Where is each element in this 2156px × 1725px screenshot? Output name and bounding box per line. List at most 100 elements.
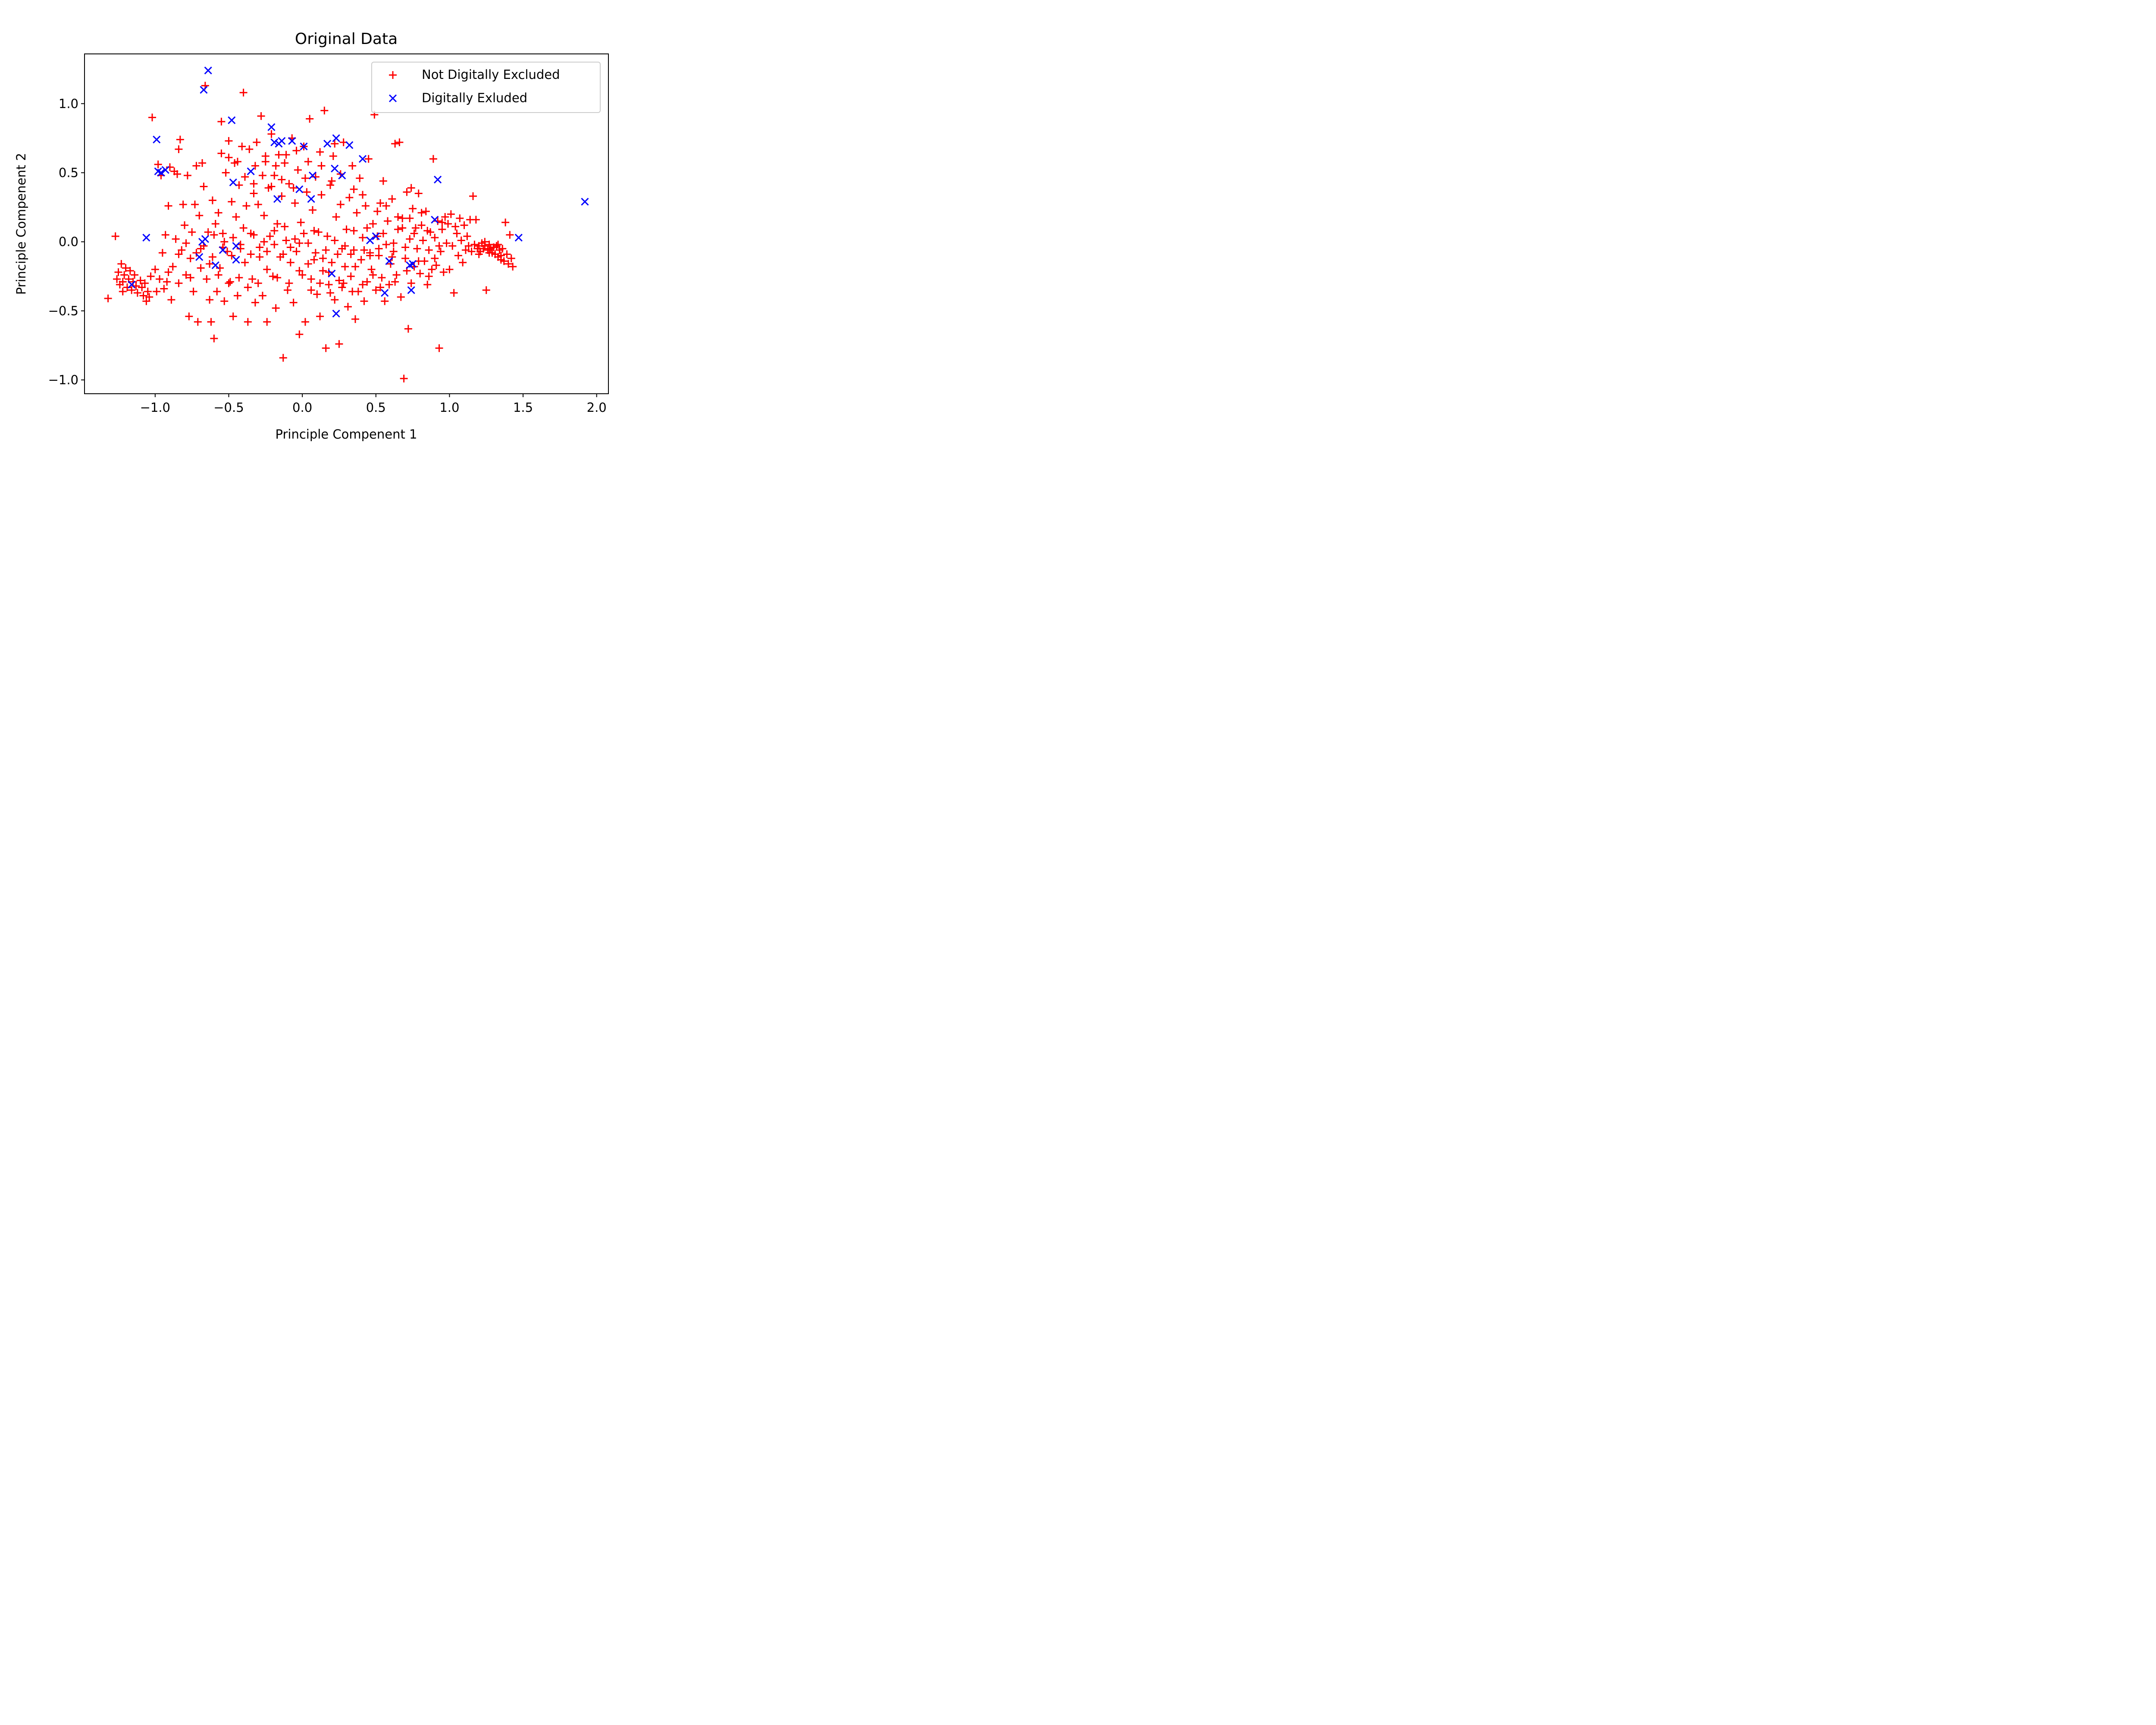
data-point-digitally-exluded (345, 141, 354, 149)
data-point-not-digitally-excluded (210, 231, 218, 239)
data-point-not-digitally-excluded (382, 241, 390, 249)
data-point-digitally-exluded (331, 164, 339, 172)
data-point-not-digitally-excluded (331, 296, 339, 304)
data-point-not-digitally-excluded (247, 250, 255, 258)
data-point-not-digitally-excluded (123, 283, 131, 292)
data-point-not-digitally-excluded (375, 251, 383, 260)
data-point-not-digitally-excluded (409, 204, 417, 213)
data-point-not-digitally-excluded (225, 137, 233, 145)
data-point-not-digitally-excluded (203, 275, 211, 283)
data-point-not-digitally-excluded (251, 162, 259, 170)
legend: Not Digitally Excluded Digitally Exluded (371, 62, 601, 113)
data-point-not-digitally-excluded (194, 318, 202, 326)
data-point-not-digitally-excluded (304, 260, 312, 268)
data-point-not-digitally-excluded (388, 253, 396, 261)
data-point-not-digitally-excluded (208, 196, 216, 204)
data-point-not-digitally-excluded (220, 238, 229, 246)
data-point-not-digitally-excluded (267, 182, 276, 191)
data-point-not-digitally-excluded (320, 107, 329, 115)
data-point-not-digitally-excluded (304, 239, 312, 247)
data-point-digitally-exluded (295, 185, 304, 193)
x-axis-label: Principle Compenent 1 (276, 427, 417, 442)
data-point-not-digitally-excluded (316, 312, 324, 320)
data-point-not-digitally-excluded (416, 270, 424, 278)
data-point-not-digitally-excluded (406, 235, 414, 243)
data-point-not-digitally-excluded (188, 228, 196, 236)
data-point-not-digitally-excluded (406, 214, 414, 223)
data-point-not-digitally-excluded (313, 290, 321, 298)
data-point-not-digitally-excluded (282, 151, 290, 159)
data-point-not-digitally-excluded (144, 287, 152, 295)
data-point-not-digitally-excluded (432, 261, 440, 270)
data-point-not-digitally-excluded (350, 246, 358, 254)
data-point-not-digitally-excluded (338, 283, 346, 292)
data-point-not-digitally-excluded (372, 286, 380, 294)
data-point-not-digitally-excluded (226, 278, 234, 286)
data-point-not-digitally-excluded (401, 254, 410, 263)
data-point-not-digitally-excluded (282, 236, 290, 245)
data-point-not-digitally-excluded (178, 246, 186, 254)
data-point-not-digitally-excluded (229, 234, 237, 242)
data-point-not-digitally-excluded (316, 279, 324, 287)
data-point-digitally-exluded (407, 286, 415, 294)
data-point-not-digitally-excluded (182, 271, 190, 279)
data-point-digitally-exluded (219, 246, 227, 254)
data-point-not-digitally-excluded (250, 180, 258, 188)
data-point-digitally-exluded (385, 257, 393, 265)
data-point-not-digitally-excluded (207, 318, 215, 326)
data-point-not-digitally-excluded (176, 135, 184, 144)
data-point-not-digitally-excluded (269, 272, 277, 280)
data-point-not-digitally-excluded (261, 157, 270, 166)
data-point-not-digitally-excluded (131, 271, 139, 279)
data-point-not-digitally-excluded (147, 272, 155, 280)
data-point-not-digitally-excluded (272, 304, 280, 312)
data-point-not-digitally-excluded (348, 287, 357, 295)
data-point-not-digitally-excluded (376, 199, 384, 207)
data-point-not-digitally-excluded (114, 268, 122, 276)
data-point-digitally-exluded (323, 140, 332, 148)
data-point-not-digitally-excluded (256, 253, 264, 261)
data-point-digitally-exluded (581, 198, 589, 206)
data-point-not-digitally-excluded (464, 242, 473, 250)
data-point-digitally-exluded (372, 232, 380, 240)
data-point-not-digitally-excluded (494, 241, 502, 249)
data-point-not-digitally-excluded (307, 286, 315, 294)
data-point-not-digitally-excluded (133, 289, 141, 297)
data-point-not-digitally-excluded (388, 195, 396, 203)
data-point-not-digitally-excluded (233, 292, 241, 300)
data-point-not-digitally-excluded (461, 246, 470, 254)
data-point-not-digitally-excluded (397, 293, 405, 301)
data-point-not-digitally-excluded (263, 265, 271, 273)
data-point-not-digitally-excluded (286, 243, 295, 251)
data-point-not-digitally-excluded (404, 325, 412, 333)
data-point-not-digitally-excluded (181, 221, 189, 229)
data-point-not-digitally-excluded (111, 232, 119, 240)
not-digitally-excluded-points (104, 82, 517, 383)
data-point-digitally-exluded (161, 166, 169, 174)
data-point-not-digitally-excluded (442, 239, 451, 247)
data-point-not-digitally-excluded (164, 202, 172, 210)
y-axis: −1.0 −0.5 0.0 0.5 1.0 (48, 96, 85, 387)
data-point-not-digitally-excluded (217, 149, 226, 157)
data-point-not-digitally-excluded (273, 273, 282, 282)
data-point-not-digitally-excluded (322, 344, 330, 352)
data-point-not-digitally-excluded (475, 250, 483, 258)
data-point-not-digitally-excluded (273, 220, 282, 228)
data-point-not-digitally-excluded (448, 242, 457, 250)
data-point-not-digitally-excluded (175, 145, 183, 154)
data-point-not-digitally-excluded (233, 157, 241, 166)
data-point-not-digitally-excluded (166, 163, 174, 171)
legend-label-not-digitally-excluded: Not Digitally Excluded (422, 67, 560, 82)
data-point-not-digitally-excluded (373, 232, 382, 240)
data-point-not-digitally-excluded (407, 279, 415, 287)
data-point-not-digitally-excluded (363, 278, 371, 286)
data-point-not-digitally-excluded (303, 188, 311, 196)
data-point-not-digitally-excluded (298, 271, 307, 279)
data-point-not-digitally-excluded (429, 155, 437, 163)
data-point-not-digitally-excluded (126, 267, 134, 275)
data-point-not-digitally-excluded (351, 315, 359, 323)
data-point-not-digitally-excluded (376, 283, 384, 292)
data-point-not-digitally-excluded (344, 303, 352, 311)
data-point-not-digitally-excluded (232, 213, 240, 221)
data-point-not-digitally-excluded (435, 242, 443, 250)
